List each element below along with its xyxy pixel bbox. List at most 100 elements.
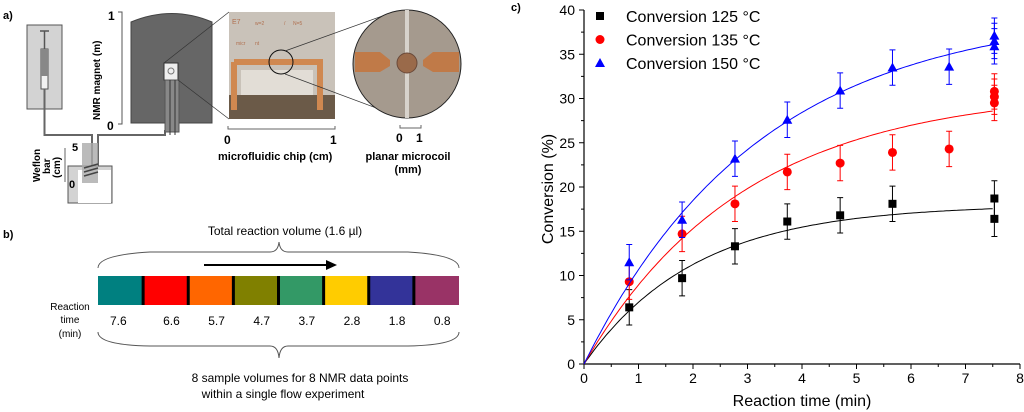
segment-time: 7.6 [110,314,127,328]
heating-bath [67,143,113,204]
y-tick-label: 30 [559,91,575,107]
reaction-time-label: Reaction [50,302,89,313]
y-axis-title: Conversion (%) [540,134,557,244]
segment-time: 0.8 [434,314,451,328]
segment-time: 3.7 [299,314,316,328]
segment-divider [141,276,145,305]
x-tick-label: 8 [1016,370,1024,386]
x-tick-label: 7 [962,370,970,386]
data-point [888,199,897,208]
legend-marker [596,12,604,20]
sample-segment [323,276,369,305]
coil-scale [399,125,422,129]
data-point [989,86,999,96]
segment-time: 2.8 [344,314,361,328]
data-point [625,303,634,312]
svg-text:/: / [284,21,286,27]
legend-label: Conversion 150 °C [626,56,760,73]
chip-tick-0: 0 [224,133,231,147]
legend-label: Conversion 125 °C [626,9,760,26]
data-point [990,194,999,203]
data-point [730,199,740,209]
segment-divider [367,276,371,305]
y-tick-label: 15 [559,223,575,239]
data-point [836,211,845,220]
sample-volumes-text: 8 sample volumes for 8 NMR data points [192,371,409,385]
data-point [782,114,793,124]
segment-time: 1.8 [389,314,406,328]
weflon-tick-5: 5 [72,142,78,154]
data-point [782,167,792,177]
segment-divider [186,276,190,305]
x-tick-label: 1 [635,370,643,386]
segment-time: 4.7 [253,314,270,328]
total-volume-label: Total reaction volume (1.6 µl) [208,224,362,238]
coil-tick-0: 0 [396,131,403,145]
x-tick-label: 2 [689,370,697,386]
segment-divider [412,276,416,305]
data-point [678,274,687,283]
y-tick-label: 20 [559,179,575,195]
x-tick-label: 5 [853,370,861,386]
svg-text:E7: E7 [232,19,241,26]
reaction-time-label-2: time [61,315,80,326]
y-tick-label: 35 [559,46,575,62]
panel-b-label: b) [3,229,14,241]
x-tick-label: 4 [798,370,806,386]
data-point [944,144,954,154]
x-tick-label: 6 [907,370,915,386]
reaction-time-unit: (min) [59,329,82,340]
chip-tick-1: 1 [330,133,337,147]
x-axis-title: Reaction time (min) [733,393,872,410]
data-point [624,257,635,267]
y-tick-label: 5 [567,312,575,328]
bottom-brace [97,331,460,359]
data-point [887,62,898,72]
fit-curve [583,208,993,365]
y-tick-label: 0 [567,356,575,372]
legend-marker [595,35,605,44]
microfluidic-chip-photo: E7 w=2 / N=5 micr nt [229,12,335,119]
segment-time: 6.6 [163,314,180,328]
data-point [835,158,845,168]
sample-segment [233,276,279,305]
segment-divider [322,276,326,305]
conversion-chart: 0 1 2 3 4 5 6 7 8 0 5 10 15 20 25 30 35 40 Conversion 125 … [559,2,1024,386]
weflon-axis-title: Weflon bar (cm) [32,149,63,182]
magnet-tick-1: 1 [108,9,115,23]
svg-text:w=2: w=2 [255,21,265,27]
magnet-tick-0: 0 [107,119,114,133]
sample-volumes-text-2: within a single flow experiment [201,387,365,401]
svg-text:nt: nt [255,41,260,47]
fit-curve [583,110,993,365]
svg-text:(cm): (cm) [52,157,63,178]
svg-text:Weflon: Weflon [32,149,43,182]
chip-axis-title: microfluidic chip (cm) [218,151,333,163]
svg-text:micr: micr [236,41,246,47]
sample-segment [188,276,234,305]
segment-divider [277,276,280,305]
data-point [730,242,739,251]
sample-segment [413,276,459,305]
y-tick-label: 25 [559,135,575,151]
data-point [677,214,688,224]
probe-chip [163,62,179,81]
y-tick-label: 40 [559,2,575,18]
coil-axis-unit: (mm) [395,164,422,176]
sample-segment [278,276,324,305]
coil-tick-1: 1 [416,131,423,145]
weflon-tick-0: 0 [69,179,75,191]
coil-axis-title: planar microcoil [366,151,451,163]
panel-a-label: a) [3,10,13,22]
panel-c-label: c) [511,2,521,14]
y-tick-label: 10 [559,268,575,284]
sample-segment [98,276,144,305]
chip-scale [227,126,336,130]
legend-marker [595,58,605,67]
magnet-scale [118,11,123,125]
sample-segment [368,276,414,305]
data-point [887,147,897,157]
x-tick-label: 0 [580,370,588,386]
top-brace [97,241,460,269]
